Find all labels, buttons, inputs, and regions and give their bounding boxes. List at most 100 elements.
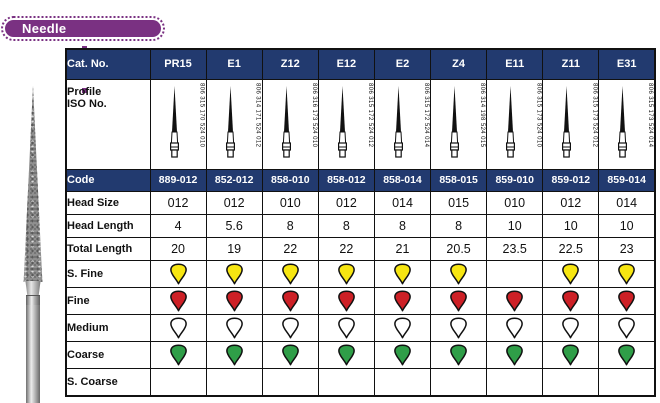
coarse-row: Coarse xyxy=(65,340,656,369)
total-length-cell: 20.5 xyxy=(430,236,488,261)
head-size-cell: 010 xyxy=(486,190,544,215)
bur-icon-slot xyxy=(390,85,407,159)
grit-cell xyxy=(542,286,600,315)
total-length-row: Total Length 20 19 22 22 21 20.5 23.5 22… xyxy=(65,236,656,261)
head-size-cell: 012 xyxy=(149,190,207,215)
bur-diamond-tip xyxy=(23,86,43,282)
badge-label: Needle xyxy=(22,21,67,36)
profile-cell: 806 314 171 524 012 xyxy=(205,78,263,170)
grit-cell xyxy=(430,259,488,288)
needle-bur-photo xyxy=(10,86,56,403)
code-cell: 859-014 xyxy=(598,168,656,192)
grit-cell xyxy=(261,259,319,288)
needle-bur-icon xyxy=(225,85,235,158)
profile-row: Profile ISO No. 806 315 170 524 010 806 … xyxy=(65,78,656,170)
grit-drop-icon xyxy=(618,263,636,284)
head-length-cell: 8 xyxy=(373,213,432,238)
grit-cell xyxy=(205,340,263,369)
bur-icon-slot xyxy=(334,85,351,159)
row-label-fine: Fine xyxy=(65,286,151,315)
iso-number: 806 316 173 524 010 xyxy=(310,82,317,147)
grit-cell xyxy=(317,313,375,342)
profile-cell: 806 314 198 524 015 xyxy=(430,78,488,170)
grit-drop-icon xyxy=(506,317,524,338)
needle-bur-icon xyxy=(337,85,347,158)
row-label-cat-no: Cat. No. xyxy=(65,48,151,80)
code-cell: 859-010 xyxy=(486,168,544,192)
needle-bur-icon xyxy=(506,85,516,158)
grit-cell xyxy=(205,259,263,288)
iso-number: 806 314 171 524 012 xyxy=(254,82,261,147)
head-size-cell: 012 xyxy=(205,190,263,215)
grit-cell xyxy=(317,367,375,397)
grit-cell xyxy=(373,313,432,342)
needle-bur-icon xyxy=(450,85,460,158)
head-size-cell: 014 xyxy=(598,190,656,215)
bur-icon-slot xyxy=(614,85,631,159)
iso-number: 806 315 173 524 014 xyxy=(647,82,653,147)
grit-cell xyxy=(373,340,432,369)
grit-cell xyxy=(598,286,656,315)
bur-neck xyxy=(25,281,41,295)
grit-cell xyxy=(486,313,544,342)
head-size-cell: 014 xyxy=(373,190,432,215)
iso-number: 806 315 172 524 012 xyxy=(366,82,373,147)
grit-cell xyxy=(598,259,656,288)
needle-bur-icon xyxy=(618,85,628,158)
s-coarse-row: S. Coarse xyxy=(65,367,656,397)
grit-cell xyxy=(598,340,656,369)
grit-drop-icon xyxy=(394,263,411,284)
iso-number: 806 315 173 524 012 xyxy=(591,82,598,147)
grit-drop-icon xyxy=(281,290,299,311)
grit-cell xyxy=(149,340,207,369)
head-size-cell: 015 xyxy=(430,190,488,215)
iso-number: 806 315 172 524 014 xyxy=(423,82,430,147)
grit-cell xyxy=(542,259,600,288)
s-fine-row: S. Fine xyxy=(65,259,656,288)
profile-cell: 806 316 173 524 010 xyxy=(261,78,319,170)
grit-drop-icon xyxy=(281,263,299,284)
grit-cell xyxy=(149,286,207,315)
grit-drop-icon xyxy=(394,344,411,365)
needle-bur-icon xyxy=(169,85,179,158)
row-label-code: Code xyxy=(65,168,151,192)
column-header: E12 xyxy=(317,48,375,80)
total-length-cell: 22 xyxy=(317,236,375,261)
grit-cell xyxy=(598,367,656,397)
iso-number: 806 314 198 524 015 xyxy=(479,82,486,147)
fine-row: Fine xyxy=(65,286,656,315)
column-header: E1 xyxy=(205,48,263,80)
grit-cell xyxy=(542,367,600,397)
grit-cell xyxy=(261,340,319,369)
row-label-coarse: Coarse xyxy=(65,340,151,369)
grit-drop-icon xyxy=(225,290,243,311)
grit-cell xyxy=(149,313,207,342)
grit-cell xyxy=(486,286,544,315)
grit-cell xyxy=(430,313,488,342)
grit-cell xyxy=(430,286,488,315)
grit-cell xyxy=(261,367,319,397)
head-length-cell: 8 xyxy=(317,213,375,238)
grit-drop-icon xyxy=(337,344,355,365)
grit-cell xyxy=(373,259,432,288)
grit-cell xyxy=(486,340,544,369)
column-header: E2 xyxy=(373,48,432,80)
grit-cell xyxy=(261,286,319,315)
grit-cell xyxy=(261,313,319,342)
grit-drop-icon xyxy=(337,290,355,311)
head-size-cell: 012 xyxy=(317,190,375,215)
bur-icon-slot xyxy=(502,85,519,159)
grit-cell xyxy=(373,286,432,315)
grit-drop-icon xyxy=(450,263,467,284)
code-cell: 852-012 xyxy=(205,168,263,192)
head-length-cell: 10 xyxy=(542,213,600,238)
grit-drop-icon xyxy=(562,344,580,365)
grit-cell xyxy=(373,367,432,397)
row-label-medium: Medium xyxy=(65,313,151,342)
needle-bur-icon xyxy=(281,85,291,158)
bur-icon-slot xyxy=(446,85,463,159)
grit-drop-icon xyxy=(281,344,299,365)
grit-drop-icon xyxy=(618,344,636,365)
grit-drop-icon xyxy=(394,317,411,338)
grit-drop-icon xyxy=(618,317,636,338)
